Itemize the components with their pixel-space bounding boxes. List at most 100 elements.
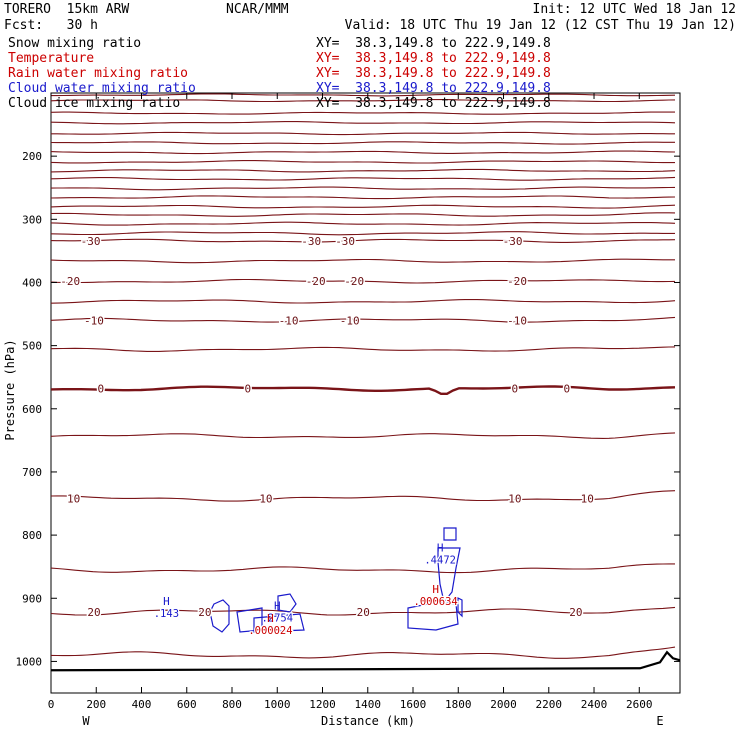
isotherm-label: 20 bbox=[357, 606, 370, 619]
legend-temperature-label: Temperature bbox=[8, 51, 95, 66]
isotherm-line bbox=[50, 121, 676, 125]
isotherm-line bbox=[50, 204, 676, 209]
isotherm-label: -10 bbox=[279, 314, 299, 327]
terrain-layer bbox=[50, 650, 681, 672]
isotherm-line--30 bbox=[50, 238, 676, 243]
y-tick-label: 800 bbox=[22, 529, 42, 542]
isotherm-line--5 bbox=[50, 346, 676, 352]
isotherm-line bbox=[50, 212, 676, 217]
isotherm-label: 10 bbox=[581, 492, 594, 505]
maximum-marker: H bbox=[274, 599, 281, 612]
y-tick-label: 400 bbox=[22, 276, 42, 289]
init-time: Init: 12 UTC Wed 18 Jan 12 bbox=[532, 2, 737, 17]
x-tick-label: 2200 bbox=[536, 698, 563, 711]
isotherm-label: -30 bbox=[81, 235, 101, 248]
isotherm-label: 10 bbox=[508, 492, 521, 505]
cloud-water-contour bbox=[443, 527, 457, 541]
isotherm-line--20 bbox=[50, 278, 676, 284]
maximum-value-label: .4472 bbox=[424, 554, 456, 566]
isotherm-line--25 bbox=[50, 258, 675, 264]
x-tick-label: 2600 bbox=[626, 698, 653, 711]
x-right-end-label: E bbox=[656, 714, 663, 728]
maximum-value-label: .000024 bbox=[248, 625, 292, 637]
isotherm-line bbox=[50, 168, 676, 173]
y-tick-label: 300 bbox=[22, 213, 42, 226]
isotherm-label: -20 bbox=[60, 275, 80, 288]
x-tick-label: 1600 bbox=[400, 698, 427, 711]
maximum-value-label: .2754 bbox=[261, 612, 293, 624]
isotherm-line bbox=[50, 176, 676, 181]
legend-cloud-water-xy: XY= 38.3,149.8 to 222.9,149.8 bbox=[316, 81, 551, 96]
terrain-surface-line bbox=[50, 650, 681, 672]
legend-rain-label: Rain water mixing ratio bbox=[8, 66, 189, 81]
x-tick-label: 800 bbox=[222, 698, 242, 711]
model-title: TORERO 15km ARW bbox=[4, 2, 130, 17]
isotherm-line bbox=[50, 141, 675, 145]
cloud-water-contour bbox=[407, 601, 459, 631]
isotherm-label: -20 bbox=[507, 275, 527, 288]
y-tick-label: 500 bbox=[22, 340, 42, 353]
isotherm-line bbox=[50, 221, 676, 226]
isotherm-label: 0 bbox=[564, 383, 571, 396]
x-tick-label: 1200 bbox=[309, 698, 336, 711]
isotherm-label: -30 bbox=[335, 235, 355, 248]
isotherm-line bbox=[50, 150, 676, 155]
y-tick-label: 1000 bbox=[16, 655, 43, 668]
x-tick-label: 2400 bbox=[581, 698, 608, 711]
isotherm-line bbox=[50, 98, 676, 103]
x-tick-label: 1400 bbox=[355, 698, 382, 711]
isotherm-layer bbox=[50, 93, 676, 659]
valid-time: Valid: 18 UTC Thu 19 Jan 12 (12 CST Thu … bbox=[344, 18, 736, 33]
isotherm-line-5 bbox=[50, 432, 676, 439]
isotherm-line-10 bbox=[50, 490, 676, 502]
center-title: NCAR/MMM bbox=[226, 2, 289, 17]
isotherm-label: 20 bbox=[198, 606, 211, 619]
x-tick-label: 2000 bbox=[490, 698, 517, 711]
maximum-marker: H bbox=[163, 595, 170, 608]
x-left-end-label: W bbox=[82, 714, 90, 728]
isotherm-label: -10 bbox=[84, 314, 104, 327]
y-tick-label: 200 bbox=[22, 150, 42, 163]
legend-rain-xy: XY= 38.3,149.8 to 222.9,149.8 bbox=[316, 66, 551, 81]
isotherm-line-20 bbox=[50, 606, 676, 616]
isotherm-label: -20 bbox=[344, 275, 364, 288]
legend-cloud-ice-xy: XY= 38.3,149.8 to 222.9,149.8 bbox=[316, 96, 551, 111]
maximum-value-label: .000634 bbox=[414, 596, 458, 608]
maximum-marker: H bbox=[267, 612, 274, 625]
isotherm-label: 0 bbox=[97, 383, 104, 396]
isotherm-line--15 bbox=[50, 299, 676, 304]
x-tick-label: 0 bbox=[48, 698, 55, 711]
cloud-water-contour bbox=[437, 547, 461, 604]
cloud-water-contour bbox=[253, 613, 305, 633]
isotherm-label: 0 bbox=[512, 383, 519, 396]
isotherm-line--10 bbox=[50, 316, 676, 323]
x-tick-label: 200 bbox=[86, 698, 106, 711]
cloud-water-contours bbox=[209, 527, 463, 633]
isotherm-line bbox=[50, 186, 676, 191]
isotherm-line bbox=[51, 131, 675, 136]
isotherm-label: -10 bbox=[340, 314, 360, 327]
isotherm-line bbox=[50, 195, 676, 200]
legend-temperature-xy: XY= 38.3,149.8 to 222.9,149.8 bbox=[316, 51, 551, 66]
cloud-water-contour bbox=[236, 607, 263, 633]
isotherm-line bbox=[51, 93, 676, 97]
plot-frame bbox=[50, 92, 681, 694]
isotherm-label: -30 bbox=[301, 235, 321, 248]
cloud-water-contour bbox=[209, 599, 230, 633]
y-tick-label: 600 bbox=[22, 403, 42, 416]
isotherm-label: -30 bbox=[503, 235, 523, 248]
x-tick-label: 1000 bbox=[264, 698, 291, 711]
isotherm-label: 20 bbox=[87, 606, 100, 619]
isotherm-line bbox=[50, 160, 675, 164]
legend-snow-label: Snow mixing ratio bbox=[8, 36, 142, 51]
isotherm-line bbox=[50, 111, 675, 115]
isotherm-line bbox=[50, 231, 675, 236]
isotherm-label: 0 bbox=[245, 383, 252, 396]
legend-cloud-water-label: Cloud water mixing ratio bbox=[8, 81, 196, 96]
isotherm-label-layer: -30 -30 -30 -30 -20 -20 -20 -20 -10 -10 -10 -10 0 0 0 0… bbox=[59, 233, 596, 620]
isotherm-label: 10 bbox=[67, 492, 80, 505]
maximum-marker: H bbox=[437, 541, 444, 554]
